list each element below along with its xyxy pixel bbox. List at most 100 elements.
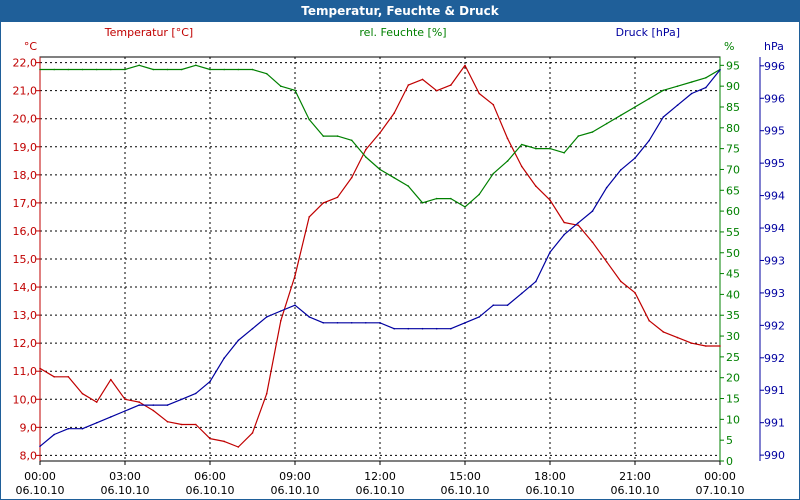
humidity-point	[450, 197, 452, 200]
humidity-point	[294, 89, 296, 92]
temperature-point	[450, 84, 452, 86]
temperature-point	[591, 241, 594, 243]
humidity-point	[336, 135, 339, 137]
humidity-tick-label: 20	[726, 372, 740, 385]
pressure-tick-label: 994	[764, 190, 785, 203]
pressure-point	[450, 327, 452, 330]
temperature-point	[365, 148, 367, 151]
x-date-label: 06.10.10	[356, 484, 405, 497]
humidity-tick-label: 70	[726, 163, 740, 176]
pressure-tick-label: 996	[764, 60, 785, 73]
temperature-tick-label: 16,0	[13, 225, 38, 238]
pressure-point	[605, 186, 608, 189]
humidity-tick-label: 35	[726, 309, 740, 322]
humidity-point	[110, 68, 112, 71]
temperature-tick-label: 20,0	[13, 113, 38, 126]
humidity-point	[549, 147, 551, 150]
humidity-point	[180, 68, 183, 71]
humidity-point	[464, 206, 466, 208]
temperature-point	[379, 132, 381, 134]
pressure-point	[563, 233, 565, 236]
pressure-point	[166, 404, 169, 406]
pressure-point	[350, 322, 353, 324]
pressure-point	[379, 322, 381, 324]
temperature-tick-label: 22,0	[13, 57, 38, 70]
humidity-tick-label: 65	[726, 184, 740, 197]
x-tick-label: 09:00	[279, 470, 311, 483]
humidity-point	[53, 68, 55, 71]
pressure-point	[506, 304, 509, 307]
x-tick-label: 00:00	[24, 470, 56, 483]
temperature-point	[662, 331, 665, 333]
temperature-point	[393, 112, 396, 114]
humidity-point	[620, 114, 622, 117]
humidity-point	[535, 147, 537, 150]
temperature-point	[676, 336, 679, 339]
pressure-point	[705, 86, 707, 89]
temperature-point	[251, 432, 254, 434]
pressure-point	[209, 380, 211, 383]
humidity-tick-label: 5	[726, 434, 733, 447]
humidity-tick-label: 40	[726, 288, 740, 301]
pressure-tick-label: 995	[764, 157, 785, 170]
pressure-point	[393, 327, 396, 330]
humidity-point	[152, 68, 155, 71]
humidity-tick-label: 60	[726, 205, 740, 218]
pressure-tick-label: 993	[764, 254, 785, 267]
pressure-point	[180, 398, 183, 401]
humidity-tick-label: 45	[726, 268, 740, 281]
pressure-point	[662, 116, 665, 118]
humidity-point	[435, 197, 438, 200]
temperature-point	[95, 401, 98, 403]
temperature-tick-label: 13,0	[13, 309, 38, 322]
humidity-point	[195, 64, 197, 67]
pressure-tick-label: 992	[764, 352, 785, 365]
humidity-point	[506, 160, 509, 162]
pressure-point	[251, 327, 254, 330]
humidity-tick-label: 95	[726, 59, 740, 72]
x-date-label: 06.10.10	[16, 484, 65, 497]
temperature-point	[124, 398, 126, 401]
pressure-tick-label: 992	[764, 319, 785, 332]
pressure-point	[138, 404, 140, 406]
humidity-point	[322, 135, 325, 137]
humidity-point	[648, 97, 650, 100]
pressure-point	[124, 410, 126, 412]
humidity-point	[124, 68, 126, 71]
humidity-point	[492, 172, 495, 175]
temperature-point	[265, 392, 268, 395]
temperature-axis-label: Temperatur [°C]	[104, 26, 193, 39]
temperature-tick-label: 21,0	[13, 85, 38, 98]
temperature-tick-label: 10,0	[13, 393, 38, 406]
pressure-point	[365, 322, 367, 324]
temperature-unit: °C	[24, 40, 38, 53]
temperature-tick-label: 15,0	[13, 253, 38, 266]
x-date-label: 06.10.10	[611, 484, 660, 497]
temperature-point	[577, 224, 580, 227]
pressure-point	[294, 304, 296, 307]
x-tick-label: 12:00	[364, 470, 396, 483]
x-date-label: 06.10.10	[271, 484, 320, 497]
temperature-point	[67, 376, 70, 378]
temperature-point	[308, 216, 311, 218]
pressure-point	[464, 322, 466, 324]
x-tick-label: 18:00	[534, 470, 566, 483]
temperature-point	[690, 342, 693, 345]
pressure-point	[322, 322, 325, 324]
window-title: Temperatur, Feuchte & Druck	[0, 0, 800, 22]
temperature-point	[705, 345, 707, 347]
temperature-point	[322, 202, 325, 204]
pressure-tick-label: 990	[764, 449, 785, 462]
pressure-point	[308, 316, 311, 318]
temperature-tick-label: 8,0	[20, 449, 38, 462]
pressure-tick-label: 995	[764, 125, 785, 138]
pressure-point	[520, 292, 523, 295]
humidity-point	[407, 185, 410, 187]
temperature-point	[280, 319, 282, 322]
temperature-point	[110, 378, 112, 381]
temperature-point	[209, 437, 211, 440]
pressure-point	[648, 139, 650, 142]
humidity-point	[166, 68, 169, 71]
temperature-point	[620, 280, 622, 283]
